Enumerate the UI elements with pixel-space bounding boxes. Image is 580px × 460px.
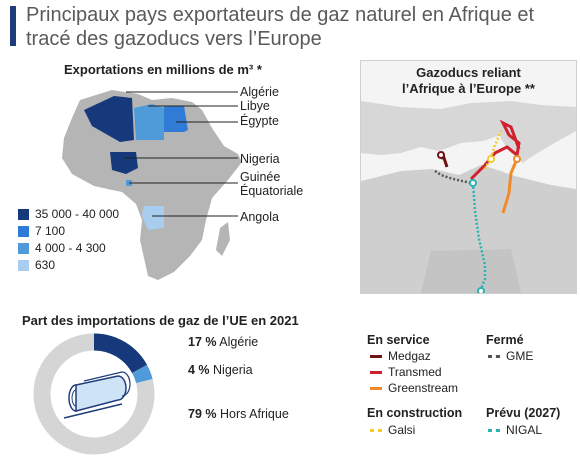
legend-label: 4 000 - 4 300 <box>35 241 106 255</box>
legend-label: 35 000 - 40 000 <box>35 207 120 221</box>
pipeline-legend-swatch <box>370 370 382 374</box>
pipeline-legend-label: Transmed <box>388 365 442 379</box>
legend-swatch <box>18 242 29 254</box>
pipeline-greenstream <box>501 158 519 214</box>
page-title: Principaux pays exportateurs de gaz natu… <box>26 4 535 50</box>
pie-name: Hors Afrique <box>219 407 289 421</box>
pipeline-nigal-start-node <box>469 179 477 187</box>
title-accent-bar <box>10 6 16 46</box>
label-guinee-line2: Équatoriale <box>240 184 304 198</box>
pipeline-greenstream-node <box>513 155 521 163</box>
pipeline-legend-header: En service <box>367 333 430 347</box>
legend-item: 35 000 - 40 000 <box>18 207 119 221</box>
legend-label: 7 100 <box>35 224 66 238</box>
import-share-donut <box>33 333 155 455</box>
nigeria-region <box>421 249 521 293</box>
legend-item: 630 <box>18 258 55 272</box>
pipeline-legend-item: Medgaz <box>370 349 431 363</box>
pipeline-galsi <box>483 130 503 170</box>
pie-label-nigeria: 4 % Nigeria <box>188 363 253 377</box>
pipeline-legend-label: Galsi <box>388 423 416 437</box>
legend-item: 7 100 <box>18 224 65 238</box>
label-nigeria: Nigeria <box>240 152 280 166</box>
africa-landmass <box>62 90 242 280</box>
pie-label-algerie: 17 % Algérie <box>188 335 258 349</box>
pipeline-legend-label: NIGAL <box>506 423 543 437</box>
pipeline-legend-swatch <box>488 354 500 358</box>
pipe-icon <box>63 371 131 419</box>
pipeline-gme <box>434 169 472 185</box>
pipeline-legend-label: GME <box>506 349 534 363</box>
pipeline-title-line2: l’Afrique à l’Europe ** <box>402 81 535 96</box>
pipeline-nigal <box>471 182 487 290</box>
map-title: Exportations en millions de m³ * <box>64 62 262 77</box>
africa-map <box>62 90 242 280</box>
pipeline-map-title: Gazoducs reliant l’Afrique à l’Europe ** <box>361 65 576 97</box>
donut-slice-algérie <box>93 333 148 374</box>
label-libye: Libye <box>240 99 270 113</box>
madagascar <box>216 222 230 256</box>
country-leader-lines <box>124 91 238 217</box>
country-egypte <box>164 106 188 132</box>
label-guinee-line1: Guinée <box>240 170 281 184</box>
pie-pct: 17 % <box>188 335 217 349</box>
donut-slices <box>33 333 155 455</box>
country-angola <box>142 206 164 230</box>
pie-label-hors-afrique: 79 % Hors Afrique <box>188 407 289 421</box>
pie-pct: 4 % <box>188 363 210 377</box>
country-libye <box>134 104 164 140</box>
pie-name: Nigeria <box>213 363 253 377</box>
pipeline-medgaz-node <box>437 151 445 159</box>
pipeline-legend-header: En construction <box>367 406 463 420</box>
pipeline-legend-swatch <box>488 428 500 432</box>
label-angola: Angola <box>240 210 279 224</box>
pipeline-legend-swatch <box>370 386 382 390</box>
label-egypte: Égypte <box>240 114 279 128</box>
pipeline-legend-swatch <box>370 354 382 358</box>
pipeline-legend-item: Greenstream <box>370 381 458 395</box>
pipeline-map <box>361 101 576 293</box>
legend-swatch <box>18 259 29 271</box>
pipeline-legend-item: Transmed <box>370 365 442 379</box>
pipeline-legend-item: Galsi <box>370 423 415 437</box>
legend-swatch <box>18 208 29 220</box>
pipeline-legend-item: NIGAL <box>488 423 542 437</box>
pipeline-legend-label: Medgaz <box>388 349 431 363</box>
pipeline-nigal-end-node <box>477 287 485 293</box>
label-guinee-equatoriale: Guinée Équatoriale <box>240 170 303 198</box>
legend-item: 4 000 - 4 300 <box>18 241 106 255</box>
pipeline-legend-header: Prévu (2027) <box>486 406 561 420</box>
label-algerie: Algérie <box>240 85 279 99</box>
pie-pct: 79 % <box>188 407 217 421</box>
pipeline-legend-item: GME <box>488 349 533 363</box>
pipeline-title-line1: Gazoducs reliant <box>416 65 521 80</box>
donut-slice-nigeria <box>132 364 153 384</box>
pipeline-legend-header: Fermé <box>486 333 524 347</box>
pipeline-legend-swatch <box>370 428 382 432</box>
pipeline-galsi-node <box>487 155 495 163</box>
country-algerie <box>84 96 134 142</box>
europe-land <box>361 101 576 157</box>
pie-name: Algérie <box>219 335 259 349</box>
pipeline-legend-label: Greenstream <box>388 381 459 395</box>
donut-slice-hors-afrique <box>33 333 155 455</box>
pipeline-map-panel: Gazoducs reliant l’Afrique à l’Europe ** <box>360 60 577 294</box>
legend-label: 630 <box>35 258 56 272</box>
africa-land <box>361 165 576 293</box>
pie-title: Part des importations de gaz de l’UE en … <box>22 313 299 328</box>
legend-swatch <box>18 225 29 237</box>
